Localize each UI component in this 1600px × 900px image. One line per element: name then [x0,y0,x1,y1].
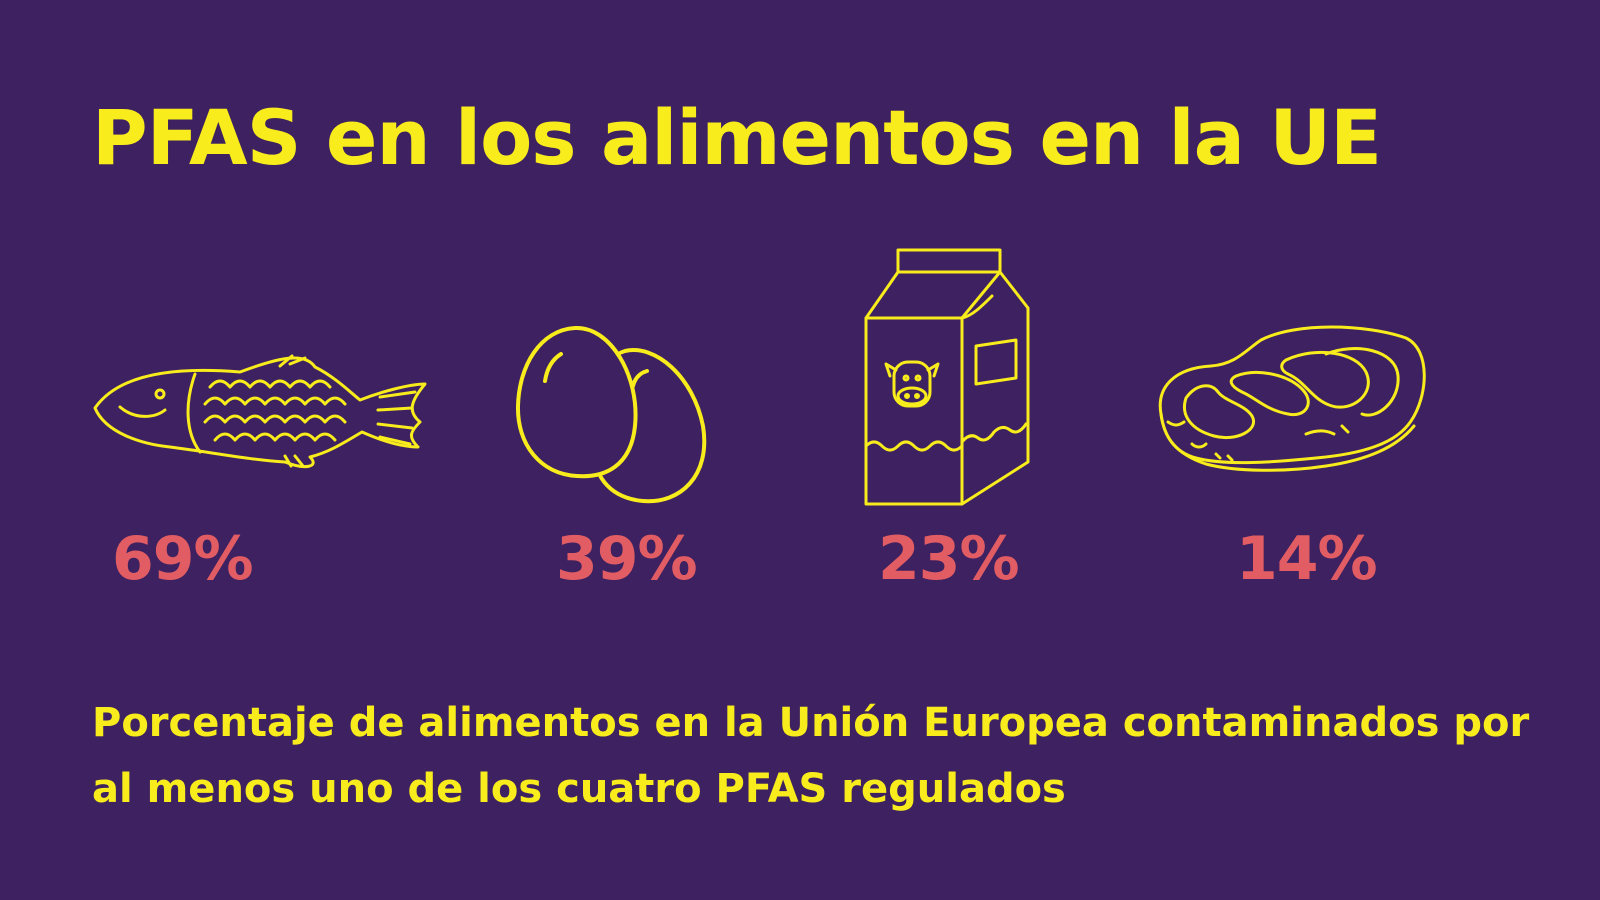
milk-carton-icon [862,246,1032,506]
percent-fish: 69% [112,524,254,594]
fish-icon [90,352,430,482]
percent-eggs: 39% [556,524,698,594]
percent-steak: 14% [1236,524,1378,594]
caption: Porcentaje de alimentos en la Unión Euro… [92,700,1530,812]
steak-icon [1156,325,1426,476]
percent-milk: 23% [878,524,1020,594]
page-title: PFAS en los alimentos en la UE [92,93,1382,182]
eggs-icon [515,325,715,506]
